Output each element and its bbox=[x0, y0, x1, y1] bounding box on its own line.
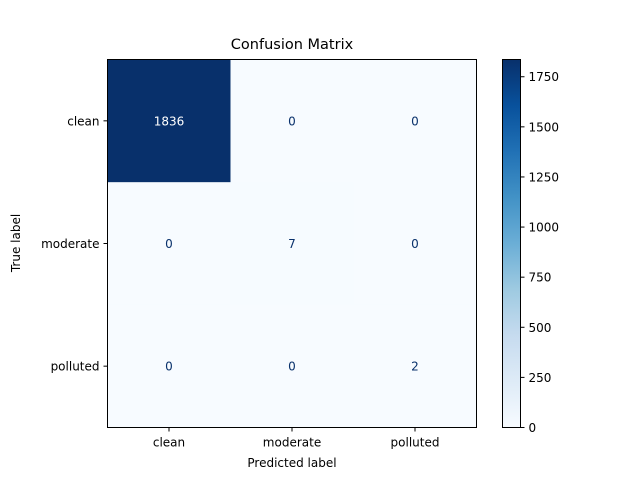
colorbar-tick-label: 250 bbox=[529, 371, 552, 385]
x-axis-label: Predicted label bbox=[247, 456, 336, 470]
heatmap-cell bbox=[107, 59, 231, 183]
colorbar-tick-label: 1500 bbox=[529, 120, 560, 134]
x-tick-label: moderate bbox=[263, 436, 321, 450]
colorbar-tick-label: 750 bbox=[529, 271, 552, 285]
y-axis-label: True label bbox=[9, 214, 23, 273]
colorbar-tick-label: 1000 bbox=[529, 221, 560, 235]
heatmap-cell bbox=[353, 59, 477, 183]
colorbar-tick-label: 0 bbox=[529, 421, 537, 435]
cell-value-label: 2 bbox=[411, 360, 419, 374]
x-axis-ticks: clean moderate polluted bbox=[153, 427, 440, 450]
y-axis-ticks: clean moderate polluted bbox=[41, 114, 108, 374]
cell-value-label: 0 bbox=[165, 360, 173, 374]
chart-title: Confusion Matrix bbox=[231, 37, 354, 53]
cell-value-label: 0 bbox=[411, 114, 419, 128]
cell-value-label: 0 bbox=[165, 237, 173, 251]
x-tick-label: polluted bbox=[391, 436, 440, 450]
heatmap-cell bbox=[353, 304, 477, 428]
y-tick-label: moderate bbox=[41, 237, 99, 251]
heatmap-cell bbox=[353, 182, 477, 306]
heatmap-cell bbox=[230, 182, 354, 306]
cell-value-label: 1836 bbox=[154, 114, 185, 128]
cell-value-label: 0 bbox=[288, 114, 296, 128]
cell-value-label: 0 bbox=[288, 360, 296, 374]
heatmap-cell bbox=[230, 59, 354, 183]
y-tick-label: clean bbox=[67, 114, 99, 128]
heatmap-cell bbox=[107, 304, 231, 428]
heatmap-cell-labels: 1836 0 0 0 7 0 0 0 2 bbox=[154, 114, 419, 373]
y-tick-label: polluted bbox=[51, 360, 100, 374]
colorbar-tick-label: 500 bbox=[529, 321, 552, 335]
colorbar bbox=[502, 59, 521, 428]
x-tick-label: clean bbox=[153, 436, 185, 450]
cell-value-label: 7 bbox=[288, 237, 296, 251]
heatmap-cell bbox=[230, 304, 354, 428]
colorbar-tick-label: 1750 bbox=[529, 70, 560, 84]
cell-value-label: 0 bbox=[411, 237, 419, 251]
heatmap-cells bbox=[107, 59, 477, 428]
colorbar-tick-label: 1250 bbox=[529, 170, 560, 184]
colorbar-ticks: 0 250 500 750 1000 1250 1500 1750 bbox=[520, 70, 560, 435]
heatmap-cell bbox=[107, 182, 231, 306]
